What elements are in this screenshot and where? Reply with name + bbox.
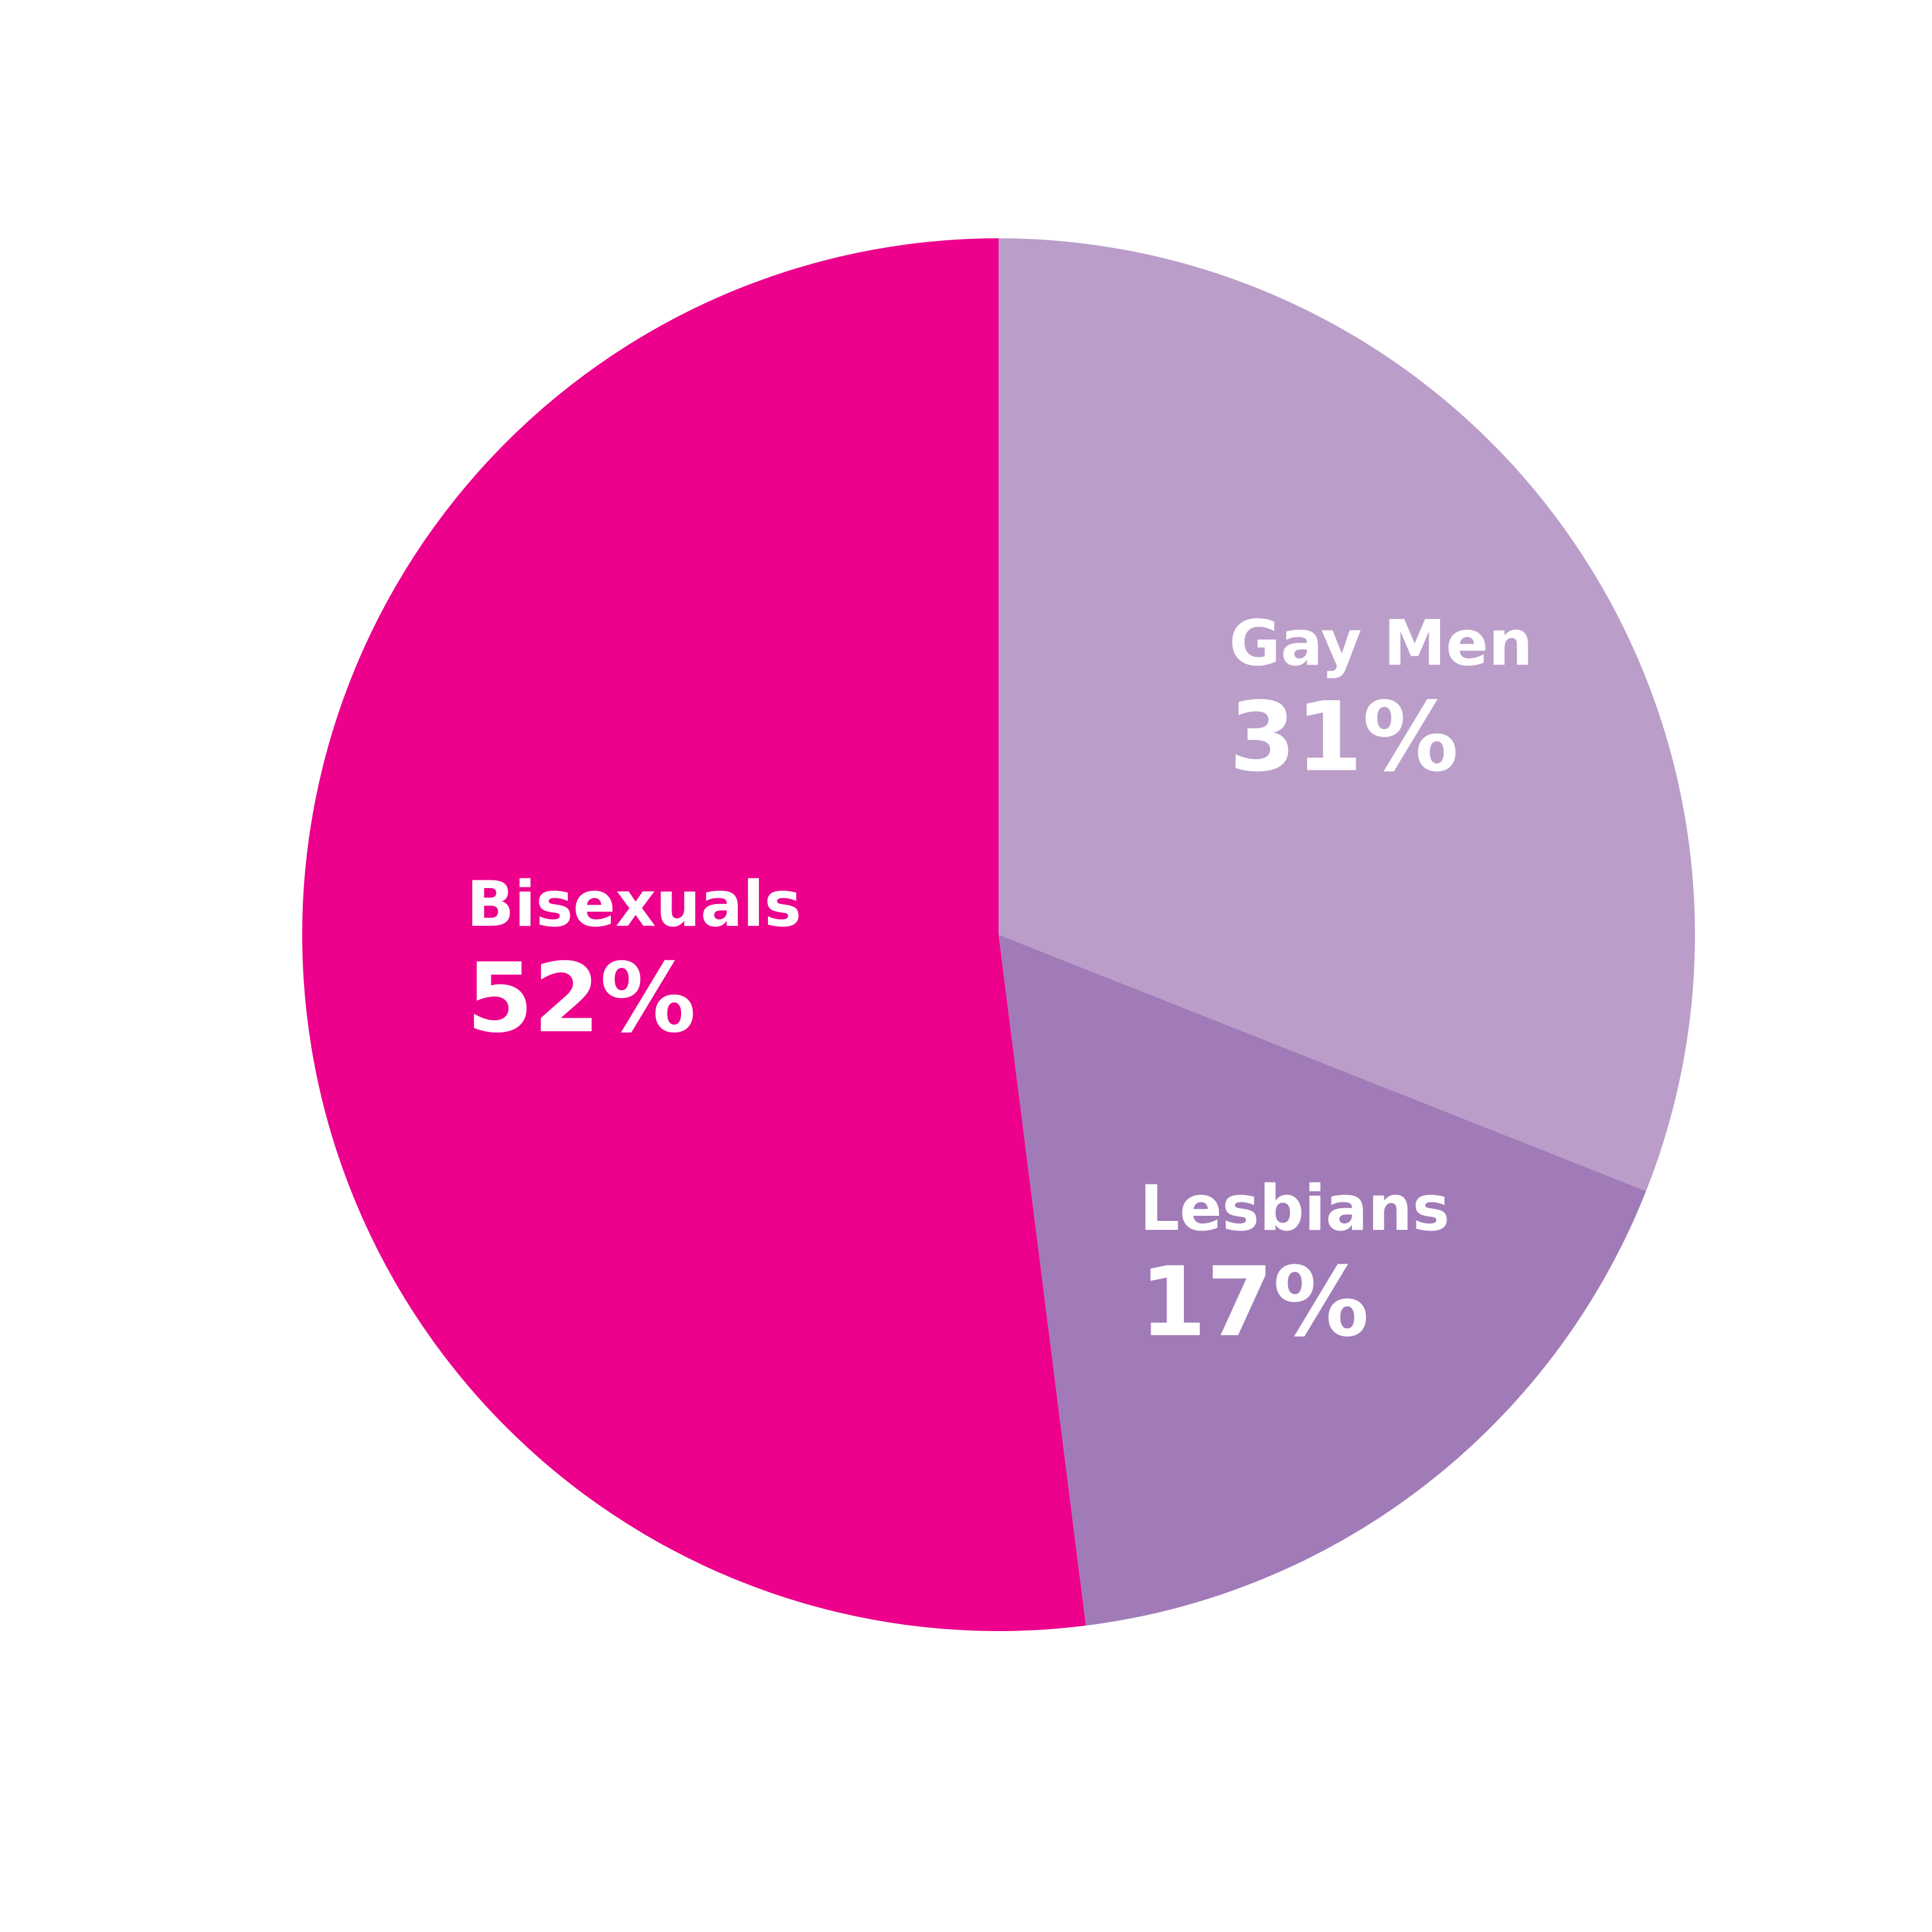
pie-slice-gay-men <box>999 238 1695 1192</box>
slice-value-gay-men: 31% <box>1229 682 1459 793</box>
pie-slice-lesbians <box>999 935 1646 1626</box>
slice-value-bisexuals: 52% <box>466 943 696 1054</box>
slice-label-gay-men: Gay Men <box>1229 607 1533 680</box>
slice-value-lesbians: 17% <box>1140 1247 1369 1358</box>
pie-slice-bisexuals <box>302 238 1086 1631</box>
pie-slices <box>302 238 1695 1631</box>
slice-label-lesbians: Lesbians <box>1140 1172 1450 1245</box>
slice-label-bisexuals: Bisexuals <box>466 868 801 941</box>
